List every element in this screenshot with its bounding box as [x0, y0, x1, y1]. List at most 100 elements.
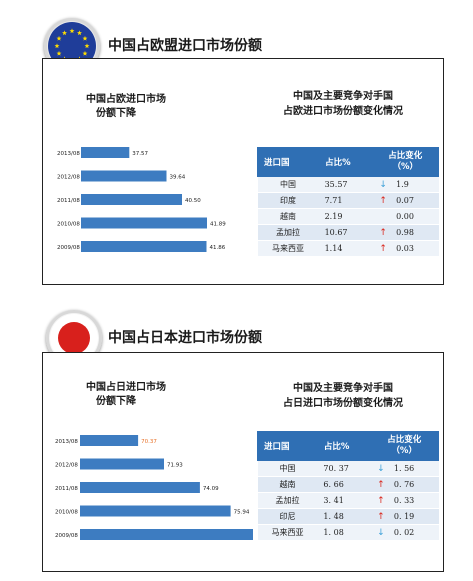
eu-star [84, 43, 90, 49]
cell-country: 孟加拉 [257, 224, 319, 241]
eu-star [69, 28, 75, 34]
category-tick-label: 2010/08 [57, 222, 80, 228]
table-row: 越南 6. 66 ↑ 0. 76 [257, 476, 439, 493]
table-row: 中国 70. 37 ↓ 1. 56 [257, 460, 439, 477]
eu-share-table: 进口国 占比% 占比变化 （%） 中国 35.57 ↓ 1.9 印度 7.71 ↑ 0.07 越… [256, 147, 440, 257]
cell-country: 越南 [257, 208, 319, 225]
table-row: 印度 7.71 ↑ 0.07 [257, 192, 439, 209]
bar-2013-08 [80, 435, 139, 446]
cell-share: 1. 08 [317, 524, 370, 541]
change-value: 1. 56 [393, 463, 415, 473]
eu-star [82, 35, 88, 41]
cell-share: 3. 41 [317, 492, 370, 509]
category-tick-label: 2013/08 [57, 151, 80, 157]
category-tick-label: 2009/08 [55, 533, 78, 539]
bar-2013-08 [81, 147, 130, 158]
cell-share: 2.19 [318, 208, 373, 225]
eu-star [56, 35, 62, 41]
header-country: 进口国 [257, 431, 318, 461]
table-row: 孟加拉 3. 41 ↑ 0. 33 [257, 492, 439, 509]
header-change-line1: 占比变化 [387, 435, 422, 445]
arrow-up-icon: ↑ [379, 243, 387, 254]
japan-table-title-line2: 占日进口市场份额变化情况 [283, 398, 403, 409]
category-tick-label: 2010/08 [55, 510, 78, 516]
bar-value-label: 74.09 [203, 486, 219, 492]
eu-star [82, 50, 88, 56]
japan-table-title-line1: 中国及主要竞争对手国 [293, 383, 393, 394]
change-value: 0.07 [396, 195, 414, 205]
cell-share: 7.71 [318, 192, 373, 209]
category-tick-label: 2011/08 [57, 198, 80, 204]
cell-share: 35.57 [318, 176, 373, 193]
header-change: 占比变化 （%） [369, 431, 439, 461]
arrow-down-icon: ↓ [377, 463, 385, 474]
header-share: 占比% [318, 147, 373, 177]
bar-value-label: 71.93 [167, 463, 183, 469]
arrow-up-icon: ↑ [379, 195, 387, 206]
cell-share: 70. 37 [317, 460, 370, 477]
eu-panel: 中国占欧进口市场 份额下降 2013/08 37.57 2012/08 39.64 20… [42, 58, 444, 285]
cell-share: 6. 66 [317, 476, 370, 493]
change-value: 0. 76 [393, 479, 415, 489]
bar-2009-08 [80, 529, 253, 540]
japan-bar-chart: 2013/08 70.37 2012/08 71.93 2011/08 74.09 2010… [55, 435, 253, 540]
bar-2012-08 [80, 458, 164, 470]
table-row: 孟加拉 10.67 ↑ 0.98 [257, 224, 439, 241]
cell-country: 中国 [257, 176, 319, 193]
section-title-japan: 中国占日本进口市场份额 [108, 330, 262, 346]
change-value: 0.98 [396, 227, 414, 237]
change-value: 1.9 [396, 179, 409, 189]
change-value: 0. 19 [393, 511, 415, 521]
table-row: 马来西亚 1.14 ↑ 0.03 [257, 240, 439, 257]
cell-share: 1.14 [318, 240, 373, 257]
cell-change: ↓ 1.9 [372, 176, 439, 193]
eu-table-title: 中国及主要竞争对手国 占欧进口市场份额变化情况 [243, 89, 443, 119]
eu-star [77, 30, 82, 36]
table-row: 越南2.19 · 0.00 [257, 208, 439, 225]
bar-2011-08 [80, 482, 200, 493]
change-value: 0. 02 [393, 527, 415, 537]
table-row: 印尼 1. 48 ↑ 0. 19 [257, 508, 439, 525]
bar-2009-08 [81, 241, 207, 252]
cell-share: 1. 48 [317, 508, 370, 525]
japan-chart-title: 中国占日进口市场 份额下降 [86, 381, 166, 409]
category-tick-label: 2009/08 [57, 245, 80, 251]
no-arrow-icon: · [378, 212, 388, 222]
cell-country: 印度 [257, 192, 319, 209]
bar-2010-08 [80, 505, 231, 517]
eu-star [54, 43, 60, 49]
cell-country: 孟加拉 [257, 492, 318, 509]
arrow-down-icon: ↓ [377, 527, 385, 538]
header-share: 占比% [316, 431, 371, 461]
bar-2011-08 [81, 194, 182, 205]
eu-bar-chart: 2013/08 37.57 2012/08 39.64 2011/08 40.50 2010… [57, 147, 226, 252]
header-country: 进口国 [256, 147, 320, 177]
change-value: 0. 33 [393, 495, 415, 505]
category-tick-label: 2012/08 [57, 175, 80, 181]
header-change-line2: （%） [392, 162, 419, 172]
japan-flag-icon [50, 314, 98, 362]
eu-chart-title-line2: 份额下降 [96, 108, 136, 119]
arrow-up-icon: ↑ [377, 511, 385, 522]
cell-change: · 0.00 [372, 208, 439, 225]
header-change: 占比变化 （%） [371, 147, 440, 177]
japan-panel: 中国占日进口市场 份额下降 2013/08 70.37 2012/08 71.93 20… [42, 352, 444, 572]
cell-share: 10.67 [318, 224, 373, 241]
japan-table-title: 中国及主要竞争对手国 占日进口市场份额变化情况 [243, 381, 443, 411]
cell-country: 马来西亚 [257, 524, 318, 541]
bar-value-label: 70.37 [141, 439, 157, 445]
cell-change: ↑ 0.98 [372, 224, 439, 241]
japan-chart-title-line1: 中国占日进口市场 [86, 382, 166, 393]
category-tick-label: 2011/08 [55, 486, 78, 492]
table-header-row: 进口国 占比% 占比变化 （%） [257, 431, 439, 461]
category-tick-label: 2013/08 [55, 439, 78, 445]
bar-value-label: 75.94 [234, 510, 250, 516]
category-tick-label: 2012/08 [55, 463, 78, 469]
cell-change: ↑ 0.03 [372, 240, 439, 257]
table-row: 中国 35.57 ↓ 1.9 [257, 176, 439, 193]
eu-chart-title-line1: 中国占欧进口市场 [86, 94, 166, 105]
header-change-line1: 占比变化 [388, 151, 423, 161]
cell-change: ↑ 0. 19 [369, 508, 439, 525]
cell-country: 马来西亚 [257, 240, 319, 257]
table-header-row: 进口国 占比% 占比变化 （%） [256, 147, 440, 177]
